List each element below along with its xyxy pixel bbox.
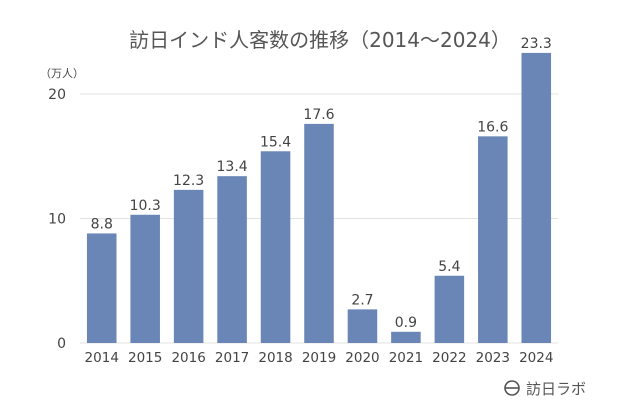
data-label: 5.4 [438,259,460,275]
x-tick-label: 2019 [302,350,336,366]
data-labels: 8.8 10.3 12.3 13.4 15.4 17.6 2.7 0.9 5.4 16.6 23.3 [91,36,552,331]
brand-label: 訪日ラボ [526,380,586,398]
x-tick-label: 2017 [215,350,249,366]
bars [86,52,552,343]
data-label: 16.6 [477,119,508,135]
x-tick-label: 2023 [476,350,510,366]
chart-title: 訪日インド人客数の推移（2014〜2024） [129,28,511,52]
data-label: 12.3 [173,173,204,189]
bar [478,136,508,343]
x-tick-label: 2015 [128,350,162,366]
data-label: 23.3 [521,36,552,52]
data-label: 8.8 [91,216,113,232]
data-label: 15.4 [260,134,291,150]
y-tick-label: 20 [48,87,66,103]
x-tick-label: 2014 [85,350,119,366]
brand-logo: 訪日ラボ [504,380,586,398]
y-tick-label: 10 [48,212,66,228]
bar [434,275,465,343]
y-axis-ticks: 0 10 20 [48,87,66,352]
data-label: 17.6 [303,107,334,123]
bar [521,52,552,343]
bar [391,331,421,343]
x-tick-label: 2021 [389,350,423,366]
y-axis-unit-label: （万人） [40,67,84,80]
x-tick-label: 2016 [171,350,205,366]
data-label: 10.3 [130,198,161,214]
bar [86,233,117,343]
x-tick-label: 2022 [432,350,466,366]
bar [347,309,378,343]
bar [304,123,334,343]
bar [173,189,204,343]
data-label: 13.4 [217,159,248,175]
x-tick-label: 2020 [345,350,379,366]
data-label: 0.9 [395,315,417,331]
x-tick-label: 2024 [519,350,553,366]
x-tick-label: 2018 [258,350,292,366]
x-axis-ticks: 2014 2015 2016 2017 2018 2019 2020 2021 2022 2023… [85,350,554,366]
bar [260,151,291,343]
bar [130,214,160,343]
data-label: 2.7 [351,292,373,308]
bar [217,176,247,343]
y-tick-label: 0 [57,336,66,352]
flag-icon [504,380,520,396]
